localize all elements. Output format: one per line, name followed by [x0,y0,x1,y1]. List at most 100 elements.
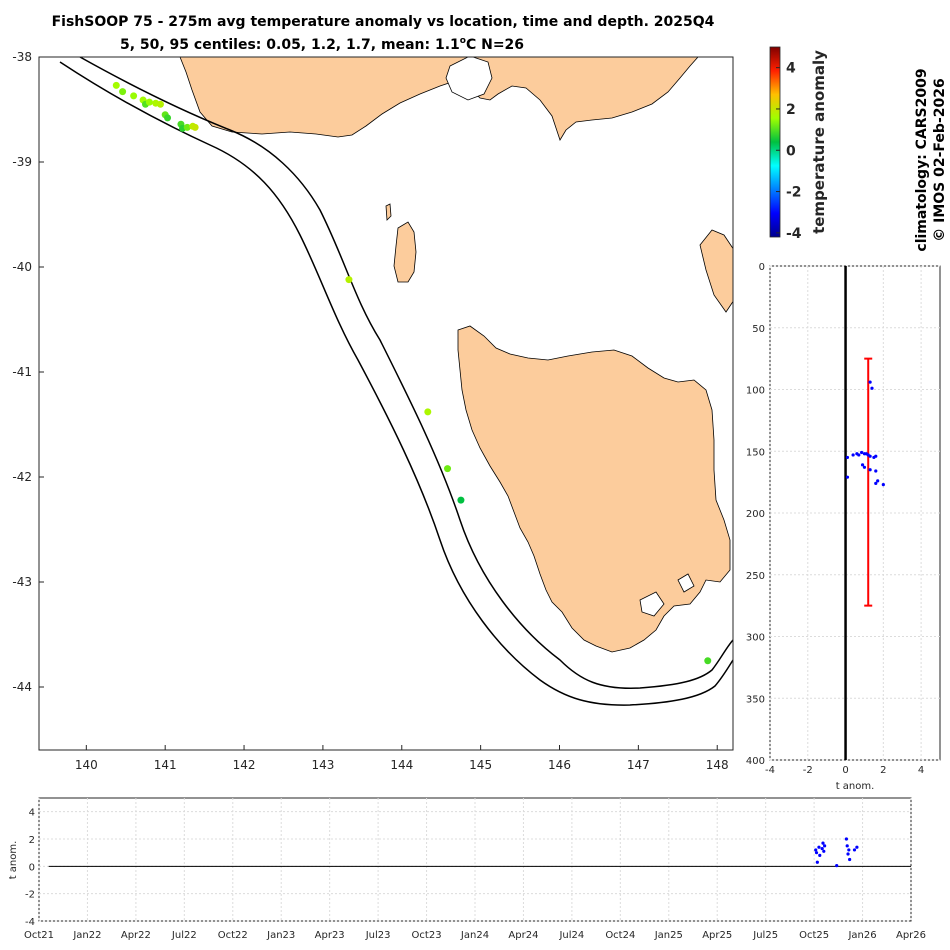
colorbar: -4 -2 0 2 4 temperature anomaly [769,46,828,242]
depth-ytick-label: 300 [746,633,765,644]
map-point [704,657,712,665]
map-point [191,123,199,131]
map-xtick-label: 140 [75,758,98,772]
map-xtick-label: 146 [548,758,571,772]
ts-point [818,853,822,858]
ts-xtick-label: Jan24 [460,930,489,941]
ts-point [844,837,849,841]
ts-xtick-label: Oct24 [605,930,635,941]
map-point [156,100,164,108]
ts-xtick-label: Apr26 [896,930,926,941]
ts-point [815,860,819,864]
depth-point [868,380,872,384]
ts-xtick-label: Oct23 [412,930,442,941]
ts-ytick-label: 2 [29,835,35,846]
depth-ytick-label: 50 [752,324,765,335]
land-tasmania [457,325,731,653]
land-victoria [179,57,699,141]
ts-point [846,852,850,856]
ts-ytick-label: 4 [29,808,35,819]
depth-xlabel: t anom. [836,781,875,792]
ts-point [822,849,826,853]
depth-point [874,469,878,473]
map-point [444,465,452,473]
depth-ytick-label: 150 [746,447,765,458]
ts-point [835,864,839,868]
depth-xtick-label: 0 [842,765,848,776]
ts-xtick-label: Jul25 [752,930,778,941]
depth-point [874,454,878,458]
colorbar-tick-label: -2 [786,185,802,201]
map-point [119,88,127,96]
ts-xtick-label: Oct22 [218,930,248,941]
map-point [164,114,172,122]
map-xtick-label: 142 [233,758,256,772]
ts-xtick-label: Apr25 [702,930,732,941]
ts-xtick-label: Jan23 [266,930,295,941]
depth-point [860,450,864,455]
map-xtick-label: 145 [469,758,492,772]
ts-ytick-label: -4 [25,917,35,928]
map-axes: 140 141 142 143 144 145 146 147 148 -38 -39 -40 -41 -… [12,50,734,772]
ts-point [847,848,851,852]
depth-point [860,463,865,467]
depth-xtick-label: 4 [918,765,924,776]
map-frame [38,56,734,751]
map-xtick-label: 147 [627,758,650,772]
colorbar-tick-label: 0 [786,143,796,159]
map-ytick-label: -44 [12,680,32,694]
depth-ytick-label: 350 [746,694,765,705]
map-point [457,496,465,504]
depth-ytick-label: 250 [746,571,765,582]
depth-point [868,468,872,472]
depth-ytick-label: 0 [759,262,765,273]
ts-xtick-label: Apr22 [121,930,151,941]
colorbar-gradient [769,46,781,238]
map-point [145,98,153,106]
depth-ytick-label: 200 [746,509,765,520]
ts-xtick-label: Jul24 [558,930,584,941]
depth-ytick-label: 100 [746,386,765,397]
map-ytick-label: -41 [12,365,32,379]
map-point [130,92,138,100]
ts-xtick-label: Jan22 [72,930,101,941]
colorbar-tick-label: 4 [786,61,796,77]
colorbar-label: temperature anomaly [810,50,828,234]
map-point [183,123,191,131]
colorbar-tick-label: -4 [786,226,802,242]
ts-point [817,845,821,849]
ts-xtick-label: Jul22 [171,930,197,941]
copyright-note: © IMOS 02-Feb-2026 [932,78,948,241]
ts-point [845,844,849,848]
ts-ytick-label: 0 [29,862,35,873]
ts-xtick-label: Apr23 [315,930,345,941]
chart-title-line1: FishSOOP 75 - 275m avg temperature anoma… [52,14,715,30]
ts-point [823,844,827,848]
depth-point [870,386,874,390]
map-xtick-label: 143 [311,758,334,772]
chart-title-line2: 5, 50, 95 centiles: 0.05, 1.2, 1.7, mean… [120,36,524,53]
depth-point [845,475,850,479]
isobath-outer [59,61,733,706]
map-ytick-label: -40 [12,260,32,274]
map-ytick-label: -38 [12,50,32,64]
timeseries-ylabel: t anom. [8,841,19,880]
ts-ytick-label: -2 [25,890,35,901]
ts-point [814,848,818,852]
depth-point [857,453,861,457]
map-ytick-label: -39 [12,155,32,169]
ts-point [855,845,859,849]
colorbar-tick-label: 2 [786,102,796,118]
depth-xtick-label: -4 [765,765,775,776]
map-points [112,81,712,665]
map-xtick-label: 148 [706,758,729,772]
map-xtick-label: 141 [154,758,177,772]
ts-point [820,846,824,851]
ts-xtick-label: Oct25 [799,930,829,941]
depth-point [862,465,867,469]
map-ytick-label: -43 [12,575,32,589]
depth-point [881,482,885,487]
map-ytick-label: -42 [12,470,32,484]
isobath-inner [79,57,733,689]
depth-xtick-label: 2 [880,765,886,776]
